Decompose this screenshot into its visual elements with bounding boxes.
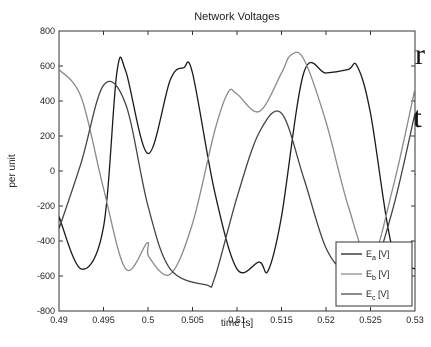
x-tick-label: 0.52 (317, 315, 335, 325)
y-tick-label: -400 (37, 236, 55, 246)
legend-label: Ea [V] (366, 249, 389, 262)
y-tick-label: 400 (40, 96, 55, 106)
x-tick-label: 0.525 (359, 315, 382, 325)
x-tick-label: 0.515 (270, 315, 293, 325)
axis-ticks: 0.49 0.495 0.5 0.505 0.51 0.515 0.52 0.525 0.53 -… (37, 26, 424, 325)
x-tick-label: 0.495 (92, 315, 115, 325)
y-tick-label: 200 (40, 131, 55, 141)
x-axis-label: time [s] (221, 318, 253, 329)
y-tick-label: -800 (37, 306, 55, 316)
y-tick-label: -200 (37, 201, 55, 211)
chart-title: Network Voltages (194, 11, 280, 23)
x-tick-label: 0.49 (50, 315, 68, 325)
series-line-a (59, 56, 415, 274)
x-tick-label: 0.5 (142, 315, 155, 325)
x-tick-label: 0.505 (181, 315, 204, 325)
x-tick-label: 0.51 (228, 315, 246, 325)
legend-label: Eb [V] (366, 269, 389, 282)
y-tick-label: 800 (40, 26, 55, 36)
y-tick-label: 600 (40, 61, 55, 71)
y-tick-label: -600 (37, 271, 55, 281)
legend: Ea [V] Eb [V] Ec [V] (335, 241, 413, 307)
y-axis-label: per unit (7, 154, 18, 188)
x-tick-label: 0.53 (406, 315, 424, 325)
series-line-b (59, 51, 415, 276)
legend-label: Ec [V] (366, 289, 389, 302)
y-tick-label: 0 (50, 166, 55, 176)
